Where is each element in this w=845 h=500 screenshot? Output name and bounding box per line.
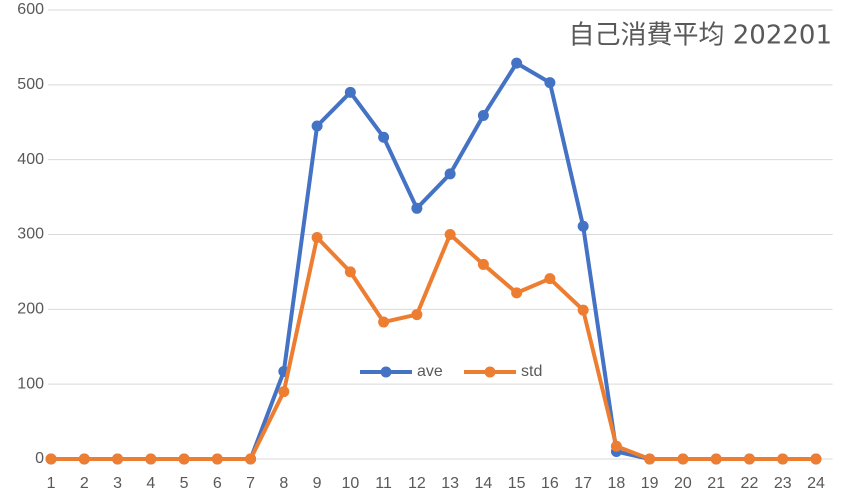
x-tick-label: 10 xyxy=(341,475,359,492)
x-tick-label: 7 xyxy=(246,475,255,492)
point xyxy=(178,453,190,465)
point xyxy=(610,440,622,452)
x-tick-label: 2 xyxy=(80,475,89,492)
point xyxy=(777,453,789,465)
y-tick-label: 500 xyxy=(17,76,44,93)
point xyxy=(411,202,423,214)
point xyxy=(344,86,356,98)
point xyxy=(511,57,523,69)
point xyxy=(311,231,323,243)
y-tick-label: 300 xyxy=(17,226,44,243)
y-tick-label: 0 xyxy=(35,450,44,467)
point xyxy=(577,220,589,232)
point xyxy=(245,453,257,465)
point xyxy=(477,110,489,122)
y-tick-label: 600 xyxy=(17,1,44,18)
x-tick-label: 21 xyxy=(707,475,725,492)
x-tick-label: 13 xyxy=(441,475,459,492)
point xyxy=(677,453,689,465)
point xyxy=(378,131,390,143)
y-tick-label: 200 xyxy=(17,301,44,318)
point xyxy=(544,273,556,285)
x-tick-label: 20 xyxy=(674,475,692,492)
x-tick-label: 5 xyxy=(180,475,189,492)
x-tick-label: 14 xyxy=(474,475,492,492)
point xyxy=(211,453,223,465)
point xyxy=(378,316,390,328)
chart-title: 自己消費平均 202201 xyxy=(568,21,832,51)
x-tick-label: 3 xyxy=(113,475,122,492)
point xyxy=(278,386,290,398)
point xyxy=(477,258,489,270)
legend-item: ave xyxy=(360,363,443,380)
x-tick-label: 19 xyxy=(641,475,659,492)
point xyxy=(644,453,656,465)
point xyxy=(45,453,57,465)
x-tick-label: 1 xyxy=(47,475,56,492)
x-tick-label: 4 xyxy=(146,475,155,492)
point xyxy=(145,453,157,465)
y-tick-label: 100 xyxy=(17,375,44,392)
series-line xyxy=(51,232,816,461)
point xyxy=(112,453,124,465)
x-tick-label: 16 xyxy=(541,475,559,492)
legend-label: std xyxy=(521,363,542,380)
legend-marker xyxy=(484,366,496,378)
legend-item: std xyxy=(464,363,542,380)
point xyxy=(444,229,456,240)
x-tick-label: 15 xyxy=(508,475,526,492)
point xyxy=(511,287,523,299)
series-line xyxy=(51,61,816,461)
x-tick-label: 22 xyxy=(741,475,759,492)
x-tick-label: 12 xyxy=(408,475,426,492)
point xyxy=(810,453,822,465)
point xyxy=(311,120,323,132)
point xyxy=(411,309,423,321)
legend-label: ave xyxy=(417,363,443,380)
x-tick-label: 8 xyxy=(279,475,288,492)
point xyxy=(444,168,456,180)
x-tick-label: 17 xyxy=(574,475,592,492)
point xyxy=(344,266,356,278)
x-tick-label: 23 xyxy=(774,475,792,492)
x-tick-label: 24 xyxy=(807,475,825,492)
y-tick-label: 400 xyxy=(17,151,44,168)
point xyxy=(577,304,589,316)
point xyxy=(544,77,556,89)
legend-marker xyxy=(380,366,392,378)
x-tick-label: 11 xyxy=(375,475,392,492)
x-tick-label: 6 xyxy=(213,475,222,492)
point xyxy=(710,453,722,465)
point xyxy=(78,453,90,465)
x-tick-label: 9 xyxy=(313,475,322,492)
x-tick-label: 18 xyxy=(608,475,626,492)
point xyxy=(743,453,755,465)
